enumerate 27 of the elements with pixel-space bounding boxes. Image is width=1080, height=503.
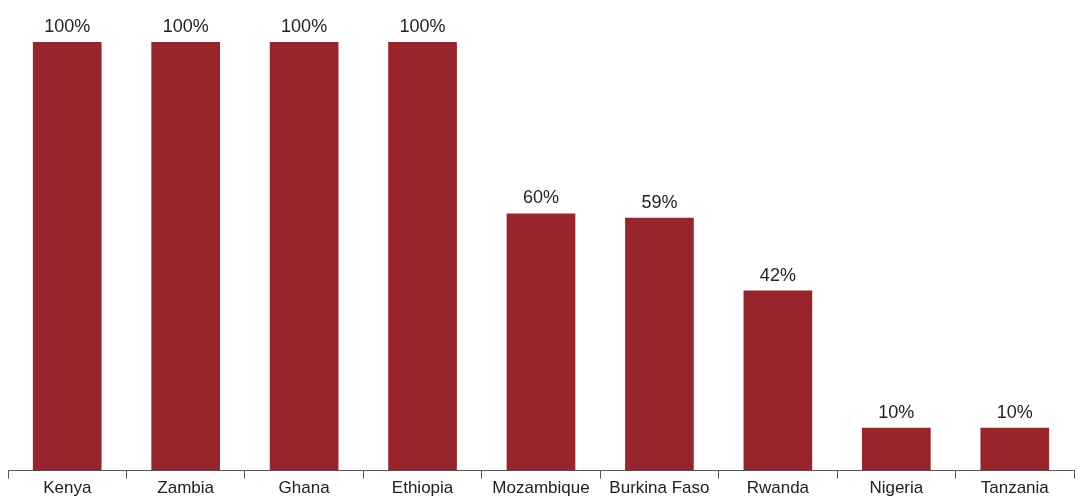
data-label: 10%: [996, 401, 1033, 422]
data-label: 60%: [522, 187, 560, 208]
data-label: 10%: [878, 401, 915, 422]
bar: [32, 42, 102, 471]
x-tick-label: Ethiopia: [391, 478, 454, 498]
data-label: 100%: [162, 15, 209, 36]
x-tick-label: Kenya: [43, 478, 92, 498]
bar: [861, 427, 931, 471]
x-tick-label: Ghana: [278, 478, 331, 498]
x-tick-label: Rwanda: [746, 478, 810, 498]
x-tick-label: Mozambique: [492, 478, 590, 498]
x-tick-label: Burkina Faso: [609, 478, 710, 498]
x-tick-label: Nigeria: [869, 478, 924, 498]
data-label: 100%: [44, 15, 91, 36]
data-label: 42%: [759, 264, 796, 285]
x-tick-label: Zambia: [157, 478, 215, 498]
data-label: 59%: [641, 191, 678, 212]
bar: [625, 217, 694, 471]
x-tick-label: Tanzania: [980, 478, 1050, 498]
data-label: 100%: [281, 15, 328, 36]
data-label: 100%: [399, 15, 446, 36]
bar: [743, 290, 813, 471]
bar: [151, 42, 221, 471]
bar: [506, 213, 576, 471]
bar: [980, 427, 1050, 471]
bar: [388, 42, 457, 471]
bar: [269, 42, 339, 471]
